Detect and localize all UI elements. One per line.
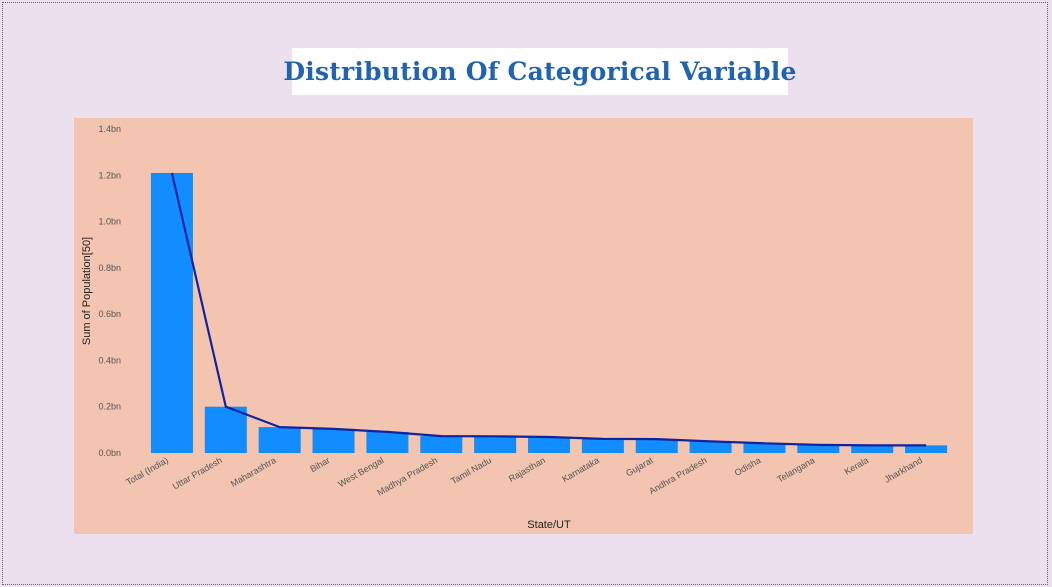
bar <box>527 437 571 453</box>
x-tick-label: West Bengal <box>336 455 385 489</box>
bar <box>851 445 894 453</box>
bar <box>635 439 678 453</box>
bar <box>366 431 409 453</box>
x-tick-label: Tamil Nadu <box>449 455 493 486</box>
bar <box>204 406 247 453</box>
x-tick-label: Madhya Pradesh <box>375 455 439 498</box>
bar <box>743 443 786 453</box>
bar <box>312 428 355 453</box>
bar <box>420 436 463 453</box>
x-tick-label: Odisha <box>733 455 763 478</box>
x-tick-label: Maharashtra <box>229 455 278 489</box>
y-tick-label: 0.6bn <box>98 309 121 319</box>
y-tick-label: 1.4bn <box>98 124 121 134</box>
x-tick-label: Telangana <box>775 455 816 484</box>
x-tick-label: Total (India) <box>124 455 170 487</box>
x-tick-label: Uttar Pradesh <box>171 455 224 491</box>
x-tick-label: Kerala <box>843 455 871 477</box>
chart-title: Distribution Of Categorical Variable <box>283 57 797 86</box>
x-axis-title: State/UT <box>527 519 571 531</box>
trend-line <box>170 172 927 447</box>
x-tick-label: Gujarat <box>624 455 655 479</box>
chart-plot-area <box>74 118 973 534</box>
bar <box>689 441 732 453</box>
bar <box>905 445 948 453</box>
y-tick-label: 0.2bn <box>98 402 121 412</box>
y-axis-title: Sum of Population[50] <box>81 237 93 345</box>
y-tick-label: 0.0bn <box>98 448 121 458</box>
chart-title-box: Distribution Of Categorical Variable <box>283 48 796 95</box>
bar <box>474 436 517 453</box>
x-tick-label: Bihar <box>308 455 331 474</box>
bar <box>258 427 301 453</box>
bar <box>581 438 624 453</box>
y-tick-label: 1.0bn <box>98 217 121 227</box>
bar <box>797 444 840 453</box>
y-tick-label: 0.8bn <box>98 263 121 273</box>
x-tick-label: Andhra Pradesh <box>647 455 708 496</box>
y-tick-label: 1.2bn <box>98 170 121 180</box>
bar <box>150 172 193 453</box>
x-tick-label: Jharkhand <box>883 455 924 485</box>
x-tick-label: Rajasthan <box>507 455 547 484</box>
y-tick-label: 0.4bn <box>98 355 121 365</box>
x-tick-label: Karnataka <box>560 455 601 484</box>
